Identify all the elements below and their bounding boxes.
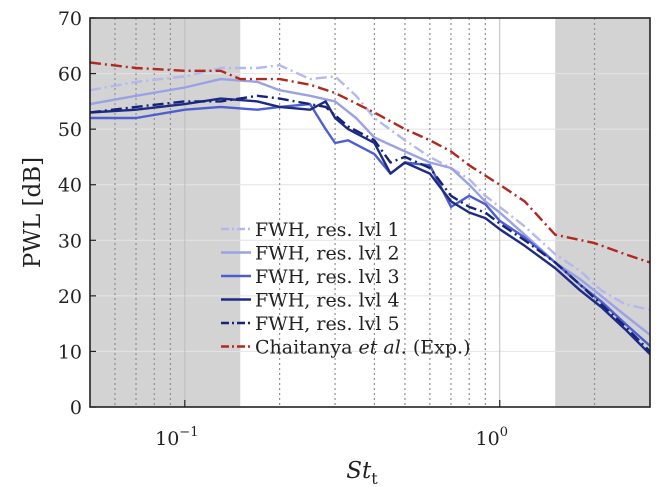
series-lines bbox=[89, 61, 651, 356]
shaded-regions bbox=[90, 18, 650, 407]
shaded-region-2 bbox=[555, 18, 650, 407]
shaded-region-1 bbox=[90, 18, 241, 407]
series-line-2 bbox=[89, 77, 651, 336]
series-line-1 bbox=[89, 63, 651, 311]
series-line-5 bbox=[89, 94, 651, 353]
legend-label-6: Chaitanya et al. (Exp.) bbox=[255, 337, 471, 359]
x-tick-label: 10−1 bbox=[155, 425, 198, 450]
y-tick-label: 60 bbox=[58, 64, 82, 86]
y-tick-label: 40 bbox=[58, 175, 82, 197]
legend-label-4: FWH, res. lvl 4 bbox=[255, 290, 400, 312]
legend-label-2: FWH, res. lvl 2 bbox=[255, 243, 400, 265]
legend-label-3: FWH, res. lvl 3 bbox=[255, 266, 400, 288]
legend-label-1: FWH, res. lvl 1 bbox=[255, 219, 400, 241]
legend-label-5: FWH, res. lvl 5 bbox=[255, 313, 400, 335]
axis-labels: PWL [dB] Stt bbox=[20, 157, 378, 487]
y-tick-label: 70 bbox=[58, 8, 82, 30]
x-axis-label: Stt bbox=[346, 458, 378, 487]
plot-frame bbox=[89, 17, 651, 408]
tick-labels: 0 10 20 30 40 50 60 70 10−1 100 bbox=[58, 8, 508, 450]
x-tick-label: 100 bbox=[476, 425, 508, 450]
y-tick-label: 50 bbox=[58, 119, 82, 141]
y-tick-label: 10 bbox=[58, 341, 82, 363]
y-tick-label: 0 bbox=[70, 397, 82, 419]
series-line-4 bbox=[89, 97, 651, 356]
y-tick-label: 30 bbox=[58, 230, 82, 252]
y-axis-label: PWL [dB] bbox=[20, 157, 46, 268]
series-line-6 bbox=[89, 61, 651, 264]
y-tick-label: 20 bbox=[58, 286, 82, 308]
